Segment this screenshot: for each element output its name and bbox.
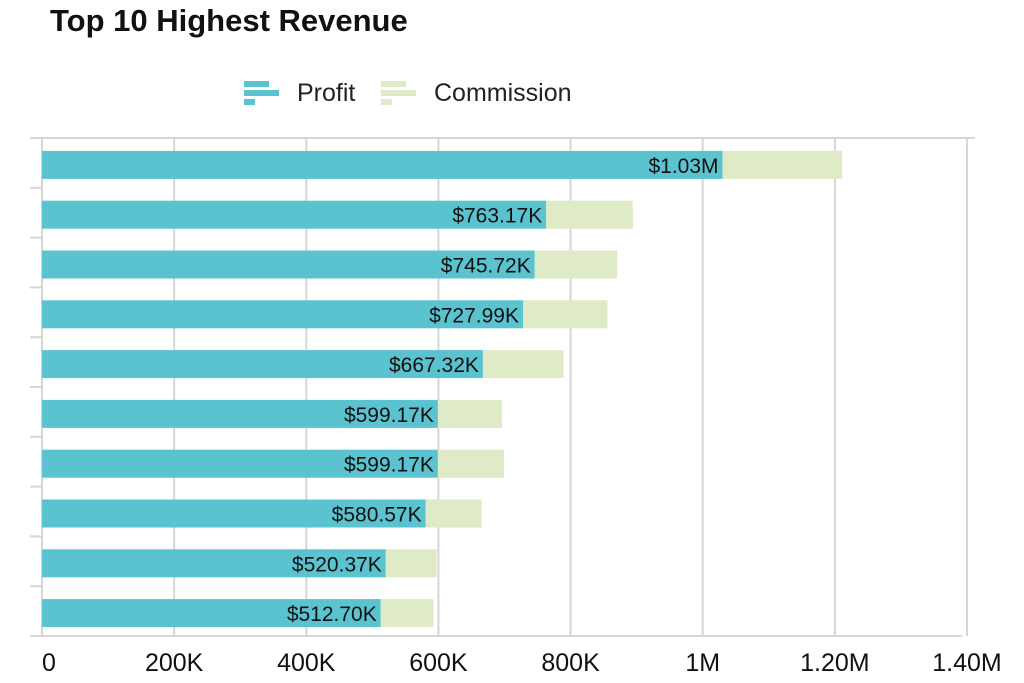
legend-label-commission: Commission bbox=[434, 78, 572, 107]
x-tick-label: 600K bbox=[409, 649, 468, 677]
x-tick-label: 1.40M bbox=[932, 649, 1001, 677]
profit-data-label: $745.72K bbox=[441, 255, 531, 278]
x-tick-label: 800K bbox=[541, 649, 600, 677]
profit-bar bbox=[42, 399, 438, 428]
x-tick-label: 1M bbox=[685, 649, 720, 677]
commission-bar bbox=[437, 449, 504, 478]
profit-bar bbox=[42, 250, 535, 279]
x-tick-label: 400K bbox=[277, 649, 336, 677]
commission-bar bbox=[385, 549, 437, 578]
profit-data-label: $667.32K bbox=[389, 354, 479, 377]
profit-legend-icon bbox=[244, 81, 279, 105]
commission-legend-icon bbox=[381, 81, 416, 105]
commission-bar bbox=[482, 350, 564, 379]
profit-data-label: $580.57K bbox=[332, 504, 422, 527]
legend-label-profit: Profit bbox=[297, 78, 356, 107]
profit-data-label: $599.17K bbox=[344, 404, 434, 427]
profit-bar bbox=[42, 449, 438, 478]
chart-title: Top 10 Highest Revenue bbox=[50, 3, 408, 38]
profit-bar bbox=[42, 350, 483, 379]
profit-bar bbox=[42, 499, 426, 528]
profit-bar bbox=[42, 150, 723, 179]
profit-bar bbox=[42, 300, 523, 329]
commission-bar bbox=[546, 200, 633, 229]
profit-data-label: $1.03M bbox=[648, 155, 718, 178]
legend-item-profit[interactable]: Profit bbox=[244, 78, 355, 108]
legend-item-commission[interactable]: Commission bbox=[381, 78, 572, 108]
commission-bar bbox=[425, 499, 482, 528]
commission-bar bbox=[534, 250, 618, 279]
x-tick-label: 1.20M bbox=[800, 649, 869, 677]
x-tick-label: 200K bbox=[145, 649, 204, 677]
profit-data-label: $599.17K bbox=[344, 454, 434, 477]
commission-bar bbox=[437, 399, 502, 428]
x-tick-label: 0 bbox=[42, 649, 56, 677]
profit-bar bbox=[42, 599, 381, 628]
commission-bar bbox=[380, 599, 434, 628]
profit-data-label: $727.99K bbox=[429, 304, 519, 327]
profit-bar bbox=[42, 200, 547, 229]
profit-data-label: $512.70K bbox=[287, 603, 377, 626]
commission-bar bbox=[522, 300, 608, 329]
profit-data-label: $763.17K bbox=[452, 205, 542, 228]
profit-bar bbox=[42, 549, 386, 578]
profit-data-label: $520.37K bbox=[292, 553, 382, 576]
commission-bar bbox=[722, 150, 843, 179]
